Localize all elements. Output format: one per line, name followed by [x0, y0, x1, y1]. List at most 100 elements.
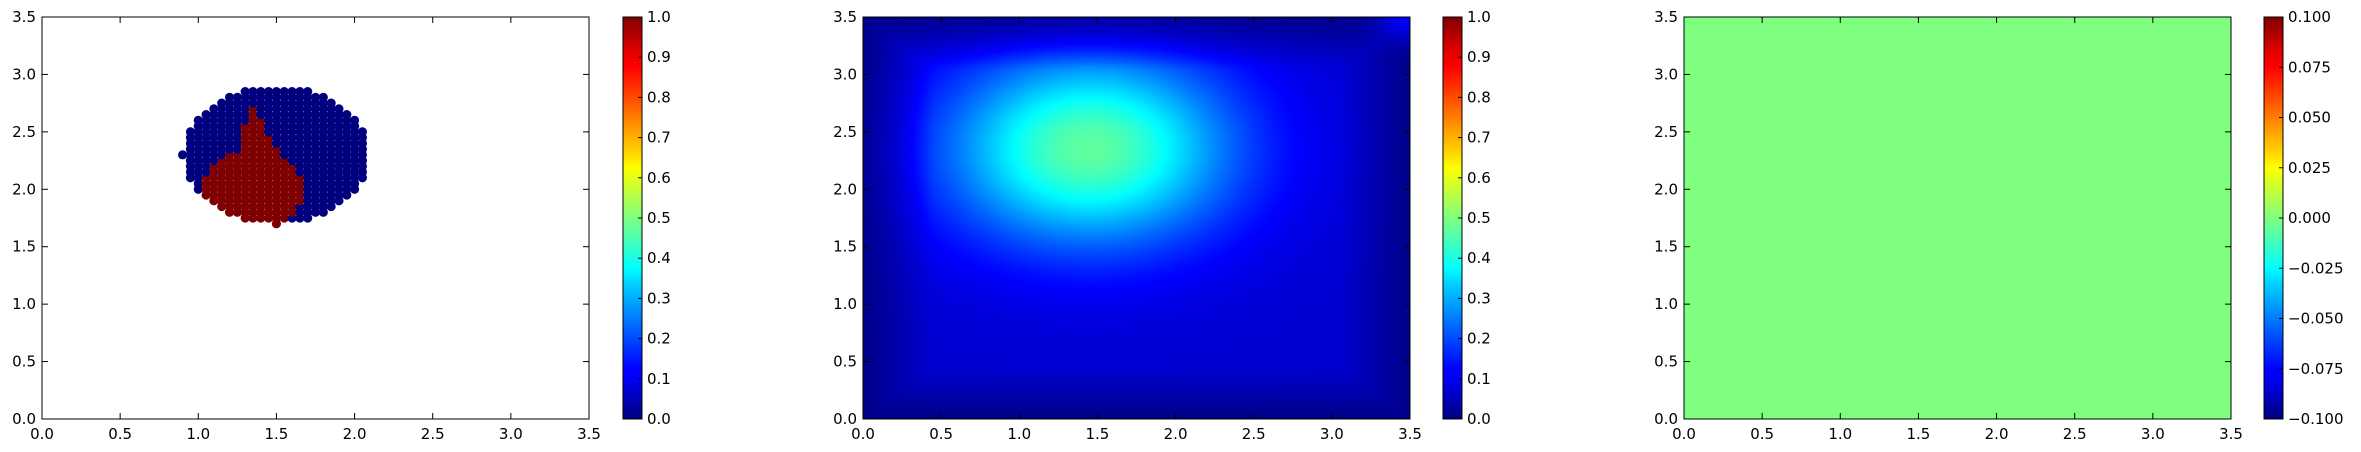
scatter-point: [240, 87, 250, 97]
x-tick-label: 0.5: [929, 425, 953, 443]
x-tick-label: 0.0: [1672, 425, 1696, 443]
scatter-point: [295, 87, 305, 97]
colorbar: 0.0 0.1 0.2 0.3 0.4 0.5 0.6 0.7 0.8 0.9 1.0: [622, 8, 671, 428]
colorbar-tick-label: −0.100: [2288, 410, 2344, 428]
scatter-point: [178, 150, 188, 160]
scatter-point: [248, 87, 258, 97]
x-tick-label: 3.0: [499, 425, 523, 443]
colorbar-tick-label: 0.4: [647, 249, 671, 267]
y-tick-label: 0.0: [12, 410, 36, 428]
plot-frame: [1683, 16, 2232, 420]
y-tick-label: 2.5: [12, 123, 36, 141]
colorbar-tick-label: −0.025: [2288, 259, 2344, 277]
x-tick-label: 2.5: [421, 425, 445, 443]
colorbar: 0.0 0.1 0.2 0.3 0.4 0.5 0.6 0.7 0.8 0.9 1.0: [1442, 8, 1491, 428]
y-tick-label: 0.0: [1654, 410, 1678, 428]
scatter-point: [349, 115, 360, 125]
colorbar-tick-label: 0.3: [1467, 289, 1491, 307]
x-tick-label: 0.0: [851, 425, 875, 443]
axes: 0.0 0.5 1.0 1.5 2.0 2.5 3.0 3.5 0.0 0.5 1.0 1.5 2.0 2…: [12, 8, 601, 443]
colorbar-gradient: [1443, 17, 1462, 419]
colorbar-tick-label: −0.075: [2288, 360, 2344, 378]
colorbar-tick-label: 0.9: [647, 48, 671, 66]
colorbar-tick-label: 0.4: [1467, 249, 1491, 267]
colorbar-tick-label: 0.075: [2288, 58, 2331, 76]
scatter-point: [224, 92, 235, 102]
scatter-point: [271, 87, 282, 97]
colorbar-tick-label: 0.3: [647, 289, 671, 307]
x-tick-label: 1.5: [1085, 425, 1109, 443]
colorbar-tick-label: 0.5: [647, 209, 671, 227]
scatter-point: [326, 98, 336, 108]
scatter-point: [318, 92, 328, 102]
colorbar-tick-label: 0.0: [1467, 410, 1491, 428]
x-tick-label: 2.0: [343, 425, 367, 443]
colorbar-tick-label: 0.5: [1467, 209, 1491, 227]
scatter-point: [185, 127, 196, 137]
x-tick-label: 1.0: [186, 425, 210, 443]
y-tick-label: 3.5: [12, 8, 36, 26]
scatter-point: [287, 87, 297, 97]
x-tick-label: 2.5: [1242, 425, 1266, 443]
panel-heatmap: 0.0 0.5 1.0 1.5 2.0 2.5 3.0 3.5 0.0 0.5 1.0 1.5 2.0 2…: [833, 8, 1491, 443]
scatter-point: [303, 87, 313, 97]
y-tick-label: 1.5: [833, 238, 857, 256]
y-tick-label: 3.5: [1654, 8, 1678, 26]
x-tick-label: 3.5: [2219, 425, 2243, 443]
colorbar-tick-label: 0.050: [2288, 109, 2331, 127]
y-tick-label: 3.0: [833, 65, 857, 83]
x-tick-label: 1.5: [264, 425, 288, 443]
plot-frame: [41, 16, 590, 420]
axes: 0.0 0.5 1.0 1.5 2.0 2.5 3.0 3.5 0.0 0.5 1.0 1.5 2.0 2…: [833, 8, 1422, 443]
x-tick-label: 2.0: [1164, 425, 1188, 443]
scatter-point: [209, 104, 219, 114]
scatter-point: [201, 110, 211, 120]
x-tick-label: 2.0: [1985, 425, 2009, 443]
axes: 0.0 0.5 1.0 1.5 2.0 2.5 3.0 3.5 0.0 0.5 1.0 1.5 2.0 2…: [1654, 8, 2243, 443]
y-tick-label: 2.0: [833, 180, 857, 198]
x-tick-label: 3.0: [2141, 425, 2165, 443]
scatter-points: [178, 87, 367, 229]
x-tick-label: 3.0: [1320, 425, 1344, 443]
colorbar-tick-label: 0.025: [2288, 159, 2331, 177]
scatter-point: [264, 87, 274, 97]
x-tick-label: 0.0: [30, 425, 54, 443]
y-tick-label: 3.0: [1654, 65, 1678, 83]
colorbar-tick-label: 0.000: [2288, 209, 2331, 227]
colorbar-tick-label: 0.7: [1467, 129, 1491, 147]
plot-area: [42, 17, 589, 419]
scatter-point: [342, 110, 352, 120]
scatter-point: [232, 92, 242, 102]
scatter-point: [357, 127, 367, 137]
x-tick-label: 3.5: [577, 425, 601, 443]
plot-frame: [862, 16, 1411, 420]
heatmap-image: [863, 17, 1410, 419]
scatter-point: [279, 87, 289, 97]
y-tick-label: 1.0: [833, 295, 857, 313]
colorbar-tick-label: 0.2: [1467, 330, 1491, 348]
colorbar-tick-label: 0.1: [1467, 370, 1491, 388]
x-tick-label: 1.5: [1906, 425, 1930, 443]
x-tick-label: 0.5: [1750, 425, 1774, 443]
y-tick-label: 2.0: [12, 180, 36, 198]
colorbar-tick-label: 0.1: [647, 370, 671, 388]
scatter-point: [256, 87, 266, 97]
uniform-field: [1684, 17, 2231, 419]
y-tick-label: 1.0: [1654, 295, 1678, 313]
scatter-point: [193, 115, 203, 125]
colorbar-tick-label: 1.0: [1467, 8, 1491, 26]
colorbar-tick-label: 0.100: [2288, 8, 2331, 26]
colorbar-tick-label: 0.8: [647, 88, 671, 106]
y-tick-label: 1.0: [12, 295, 36, 313]
y-tick-label: 3.0: [12, 65, 36, 83]
y-tick-label: 2.0: [1654, 180, 1678, 198]
colorbar: −0.100 −0.075 −0.050 −0.025 0.000 0.025 0.050 0…: [2263, 8, 2344, 428]
scatter-point: [310, 92, 321, 102]
y-tick-label: 0.5: [12, 353, 36, 371]
colorbar-gradient: [623, 17, 642, 419]
colorbar-tick-label: 0.9: [1467, 48, 1491, 66]
colorbar-gradient: [2264, 17, 2283, 419]
y-tick-label: 2.5: [1654, 123, 1678, 141]
colorbar-tick-label: 0.6: [647, 169, 671, 187]
